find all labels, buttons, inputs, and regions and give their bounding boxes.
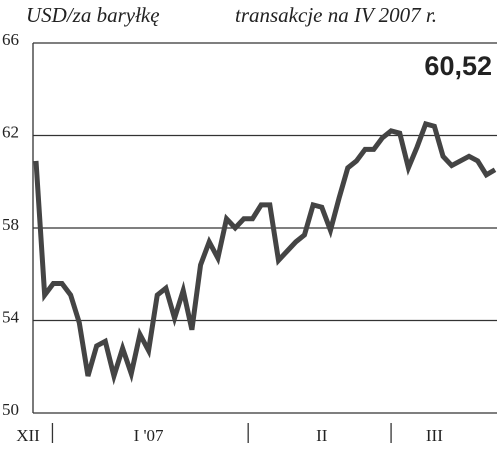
y-tick-label: 62 xyxy=(2,122,19,141)
y-tick-label: 54 xyxy=(2,307,20,326)
chart-title: USD/za baryłkę xyxy=(26,3,160,27)
x-tick-label: XII xyxy=(16,426,40,445)
x-tick-label: III xyxy=(426,426,443,445)
y-tick-label: 58 xyxy=(2,215,19,234)
x-tick-label: II xyxy=(316,426,328,445)
y-tick-label: 66 xyxy=(2,30,19,49)
y-tick-label: 50 xyxy=(2,400,19,419)
x-tick-label: I '07 xyxy=(134,426,164,445)
chart-subtitle: transakcje na IV 2007 r. xyxy=(235,3,437,27)
price-line xyxy=(33,120,497,386)
last-value: 60,52 xyxy=(424,51,492,81)
